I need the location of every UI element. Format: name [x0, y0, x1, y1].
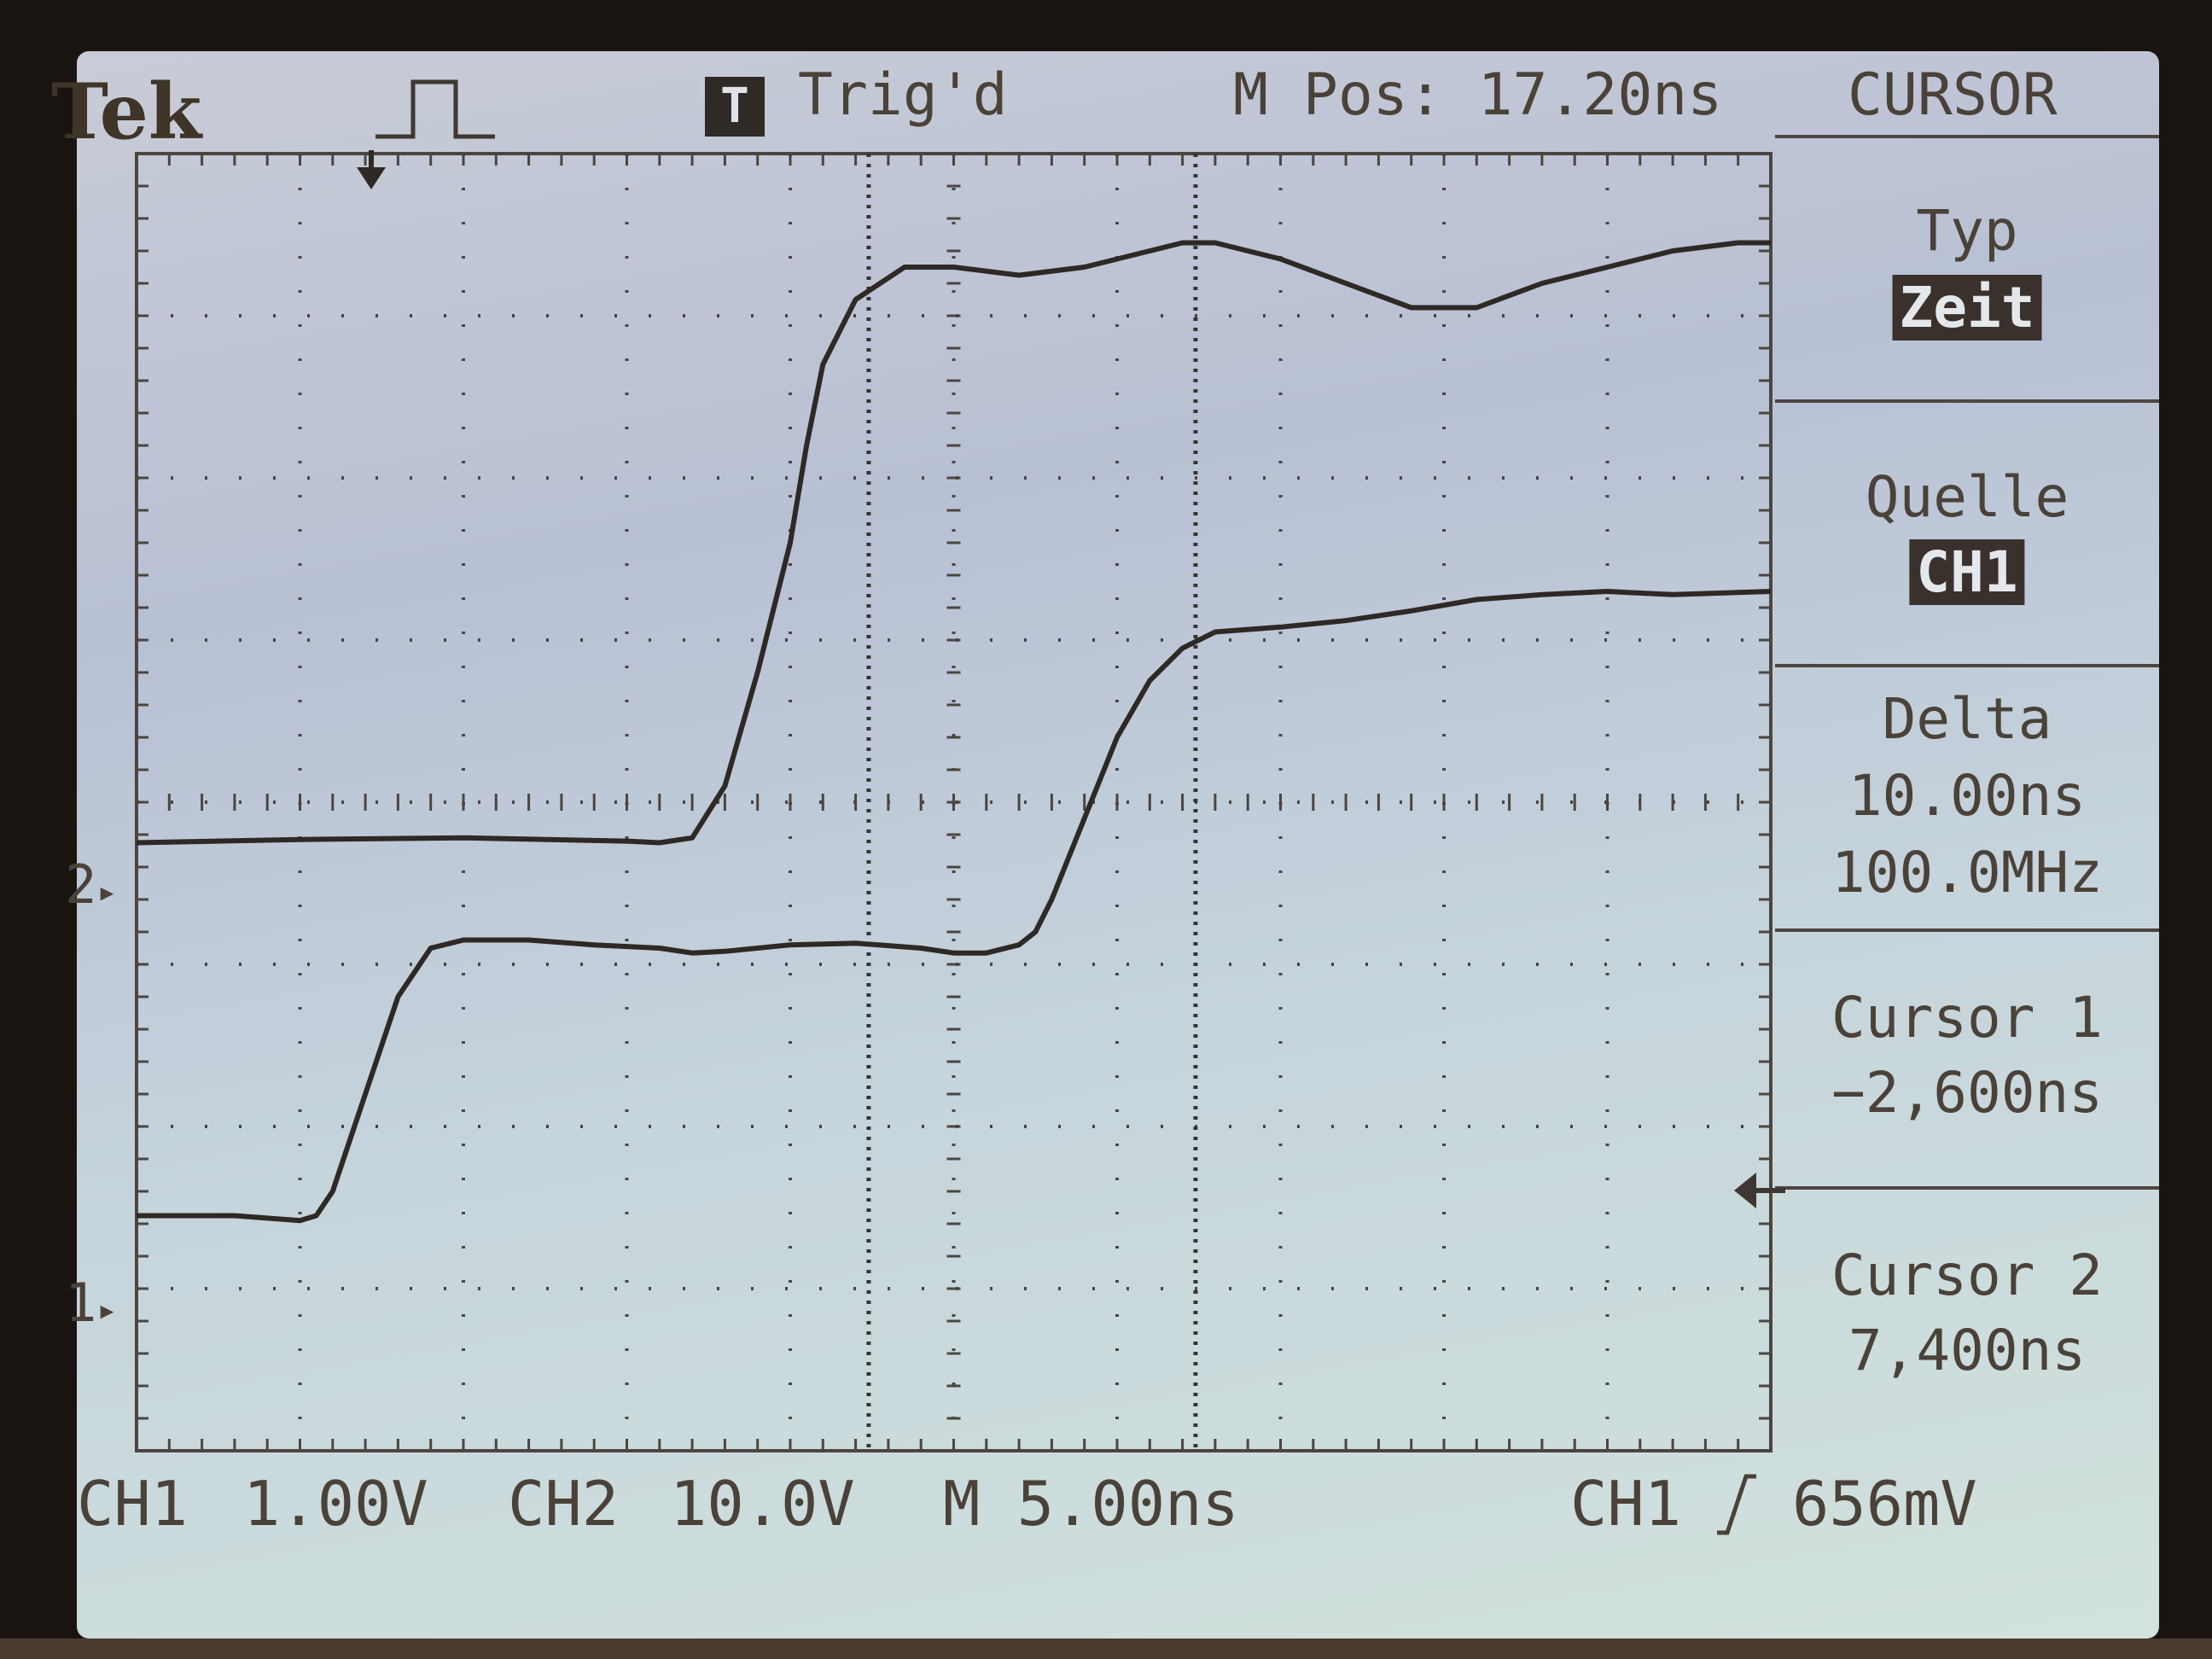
graticule-grid: [135, 152, 1773, 1452]
main-position-readout: M Pos: 17.20ns: [1233, 61, 1723, 129]
right-arrow-icon: ▸: [96, 872, 118, 911]
bezel-bottom: [0, 1639, 2212, 1659]
menu-delta-title: Delta: [1882, 686, 2052, 752]
ch2-marker-label: 2: [65, 853, 97, 916]
trigger-position-arrow-icon: [357, 167, 386, 189]
cursor-lines: [866, 154, 1198, 1451]
right-arrow-icon: ▸: [96, 1290, 118, 1330]
trigger-position-marker: [357, 150, 386, 189]
ch1-ground-marker: 1▸: [65, 1272, 117, 1334]
cursor-1-value: −2,600ns: [1831, 1060, 2103, 1126]
ch1-label: CH1: [77, 1468, 189, 1540]
ch1-marker-label: 1: [65, 1272, 97, 1334]
menu-typ-value: Zeit: [1892, 275, 2042, 341]
ch2-label: CH2: [508, 1468, 620, 1540]
menu-delta: Delta 10.00ns 100.0MHz: [1775, 664, 2159, 932]
ch2-ground-marker: 2▸: [65, 853, 117, 916]
cursor-2-value: 7,400ns: [1848, 1318, 2087, 1383]
trigger-badge: T: [705, 77, 765, 137]
active-menu-arrow-icon: [1734, 1169, 1785, 1215]
trigger-source: CH1: [1570, 1468, 1682, 1540]
menu-name: CURSOR: [1848, 61, 2058, 129]
acquisition-pulse-icon: [375, 73, 495, 145]
menu-cursor-2[interactable]: Cursor 2 7,400ns: [1775, 1186, 2159, 1446]
delta-time-value: 10.00ns: [1848, 763, 2087, 829]
ch1-scale: 1.00V: [243, 1468, 428, 1540]
waveform-traces: [136, 240, 1772, 1224]
menu-typ[interactable]: Typ Zeit: [1775, 135, 2159, 403]
oscilloscope-screen: [77, 51, 2159, 1639]
menu-quelle-value: CH1: [1909, 539, 2025, 605]
rising-edge-icon: [1715, 1470, 1758, 1541]
menu-typ-title: Typ: [1916, 198, 2018, 264]
ch2-scale: 10.0V: [670, 1468, 855, 1540]
brand-logo: Tek: [51, 67, 202, 157]
trace-ch2: [136, 240, 1771, 846]
trigger-status: Trig'd: [798, 61, 1008, 129]
menu-quelle-title: Quelle: [1865, 464, 2069, 530]
delta-frequency-value: 100.0MHz: [1831, 840, 2103, 905]
menu-cursor-1-title: Cursor 1: [1831, 985, 2103, 1051]
menu-quelle[interactable]: Quelle CH1: [1775, 399, 2159, 667]
trace-ch1: [137, 589, 1772, 1224]
timebase: M 5.00ns: [943, 1468, 1239, 1540]
menu-cursor-2-title: Cursor 2: [1831, 1243, 2103, 1308]
menu-cursor-1[interactable]: Cursor 1 −2,600ns: [1775, 928, 2159, 1188]
trigger-level: 656mV: [1792, 1468, 1977, 1540]
